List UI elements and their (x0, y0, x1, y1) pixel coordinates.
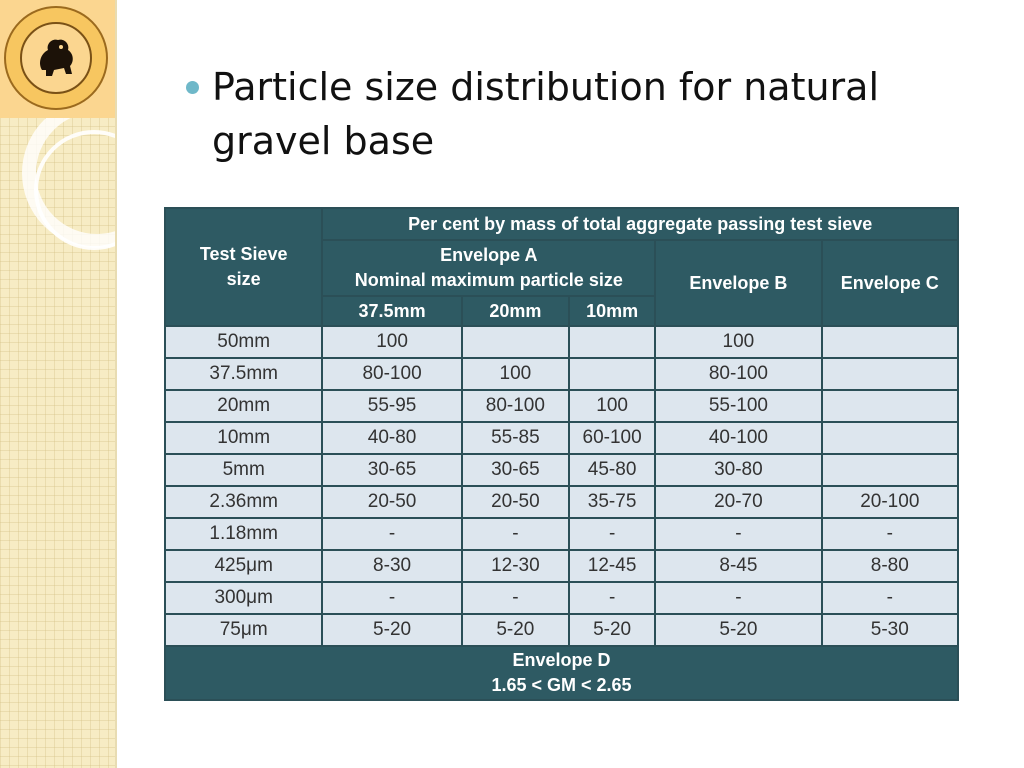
passing-value-cell: 8-45 (654, 549, 823, 583)
passing-value-cell: - (460, 517, 571, 551)
passing-value-cell: 30-65 (460, 453, 571, 487)
passing-value-cell: 20-50 (460, 485, 571, 519)
table-body: 50mm 100 100 37.5mm 80-100 100 80-100 20mm 55-95… (163, 325, 960, 647)
page-title: Particle size distribution for natural g… (212, 65, 880, 163)
logo-container (0, 0, 115, 118)
passing-value-cell: 20-70 (654, 485, 823, 519)
passing-value-cell: 8-80 (820, 549, 960, 583)
passing-value-cell: 5-20 (460, 613, 571, 647)
table-row: 50mm 100 100 (163, 325, 960, 359)
header-envelope-c: Envelope C (820, 239, 960, 327)
passing-value-cell: 5-30 (820, 613, 960, 647)
passing-value-cell: 30-65 (321, 453, 463, 487)
footer-envelope-d: Envelope D 1.65 < GM < 2.65 (164, 645, 959, 701)
sieve-size-cell: 425μm (163, 549, 324, 583)
lion-silhouette-icon (40, 39, 73, 76)
table-row: 425μm 8-30 12-30 12-45 8-45 8-80 (163, 549, 960, 583)
passing-value-cell: 40-80 (321, 421, 463, 455)
sieve-size-cell: 5mm (163, 453, 324, 487)
passing-value-cell: 20-50 (321, 485, 463, 519)
passing-value-cell: 55-95 (321, 389, 463, 423)
passing-value-cell: - (321, 517, 463, 551)
round-bullet-icon (186, 81, 199, 94)
passing-value-cell: 55-85 (460, 421, 571, 455)
table-row: 75μm 5-20 5-20 5-20 5-20 5-30 (163, 613, 960, 647)
sieve-size-cell: 20mm (163, 389, 324, 423)
sieve-size-cell: 50mm (163, 325, 324, 359)
passing-value-cell: 80-100 (460, 389, 571, 423)
sieve-size-cell: 2.36mm (163, 485, 324, 519)
footer-envelope-d-range: 1.65 < GM < 2.65 (491, 675, 632, 695)
passing-value-cell: 45-80 (567, 453, 657, 487)
passing-value-cell: - (567, 517, 657, 551)
passing-value-cell (820, 421, 960, 455)
passing-value-cell: 80-100 (654, 357, 823, 391)
passing-value-cell (820, 453, 960, 487)
passing-value-cell: 5-20 (321, 613, 463, 647)
header-envelope-a-subtitle: Nominal maximum particle size (354, 270, 623, 290)
decorative-side-strip (0, 0, 115, 768)
passing-value-cell: - (460, 581, 571, 615)
passing-value-cell: 5-20 (654, 613, 823, 647)
passing-value-cell: 100 (654, 325, 823, 359)
table-row: 5mm 30-65 30-65 45-80 30-80 (163, 453, 960, 487)
passing-value-cell: 5-20 (567, 613, 657, 647)
passing-value-cell: - (567, 581, 657, 615)
passing-value-cell: - (820, 581, 960, 615)
passing-value-cell: 60-100 (567, 421, 657, 455)
table-row: 37.5mm 80-100 100 80-100 (163, 357, 960, 391)
passing-value-cell (567, 325, 657, 359)
table-header-row: Test Sieve size Per cent by mass of tota… (163, 207, 959, 327)
passing-value-cell (460, 325, 571, 359)
sieve-size-cell: 10mm (163, 421, 324, 455)
passing-value-cell: 100 (567, 389, 657, 423)
header-test-sieve: Test Sieve size (163, 207, 324, 327)
passing-value-cell: 100 (460, 357, 571, 391)
header-envelope-a: Envelope A Nominal maximum particle size (321, 239, 657, 297)
title-block: Particle size distribution for natural g… (186, 60, 1001, 168)
lion-emblem-icon (4, 6, 108, 110)
passing-value-cell: - (654, 581, 823, 615)
lion-emblem-center (20, 22, 92, 94)
table-row: 1.18mm - - - - - (163, 517, 960, 551)
table-row: 10mm 40-80 55-85 60-100 40-100 (163, 421, 960, 455)
passing-value-cell: - (820, 517, 960, 551)
passing-value-cell: - (654, 517, 823, 551)
passing-value-cell: - (321, 581, 463, 615)
passing-value-cell (820, 357, 960, 391)
sieve-size-cell: 1.18mm (163, 517, 324, 551)
passing-value-cell: 12-45 (567, 549, 657, 583)
passing-value-cell: 55-100 (654, 389, 823, 423)
header-test-sieve-label: Test Sieve size (199, 244, 288, 289)
subheader-10mm: 10mm (567, 295, 657, 327)
subheader-20mm: 20mm (460, 295, 571, 327)
table-footer-row: Envelope D 1.65 < GM < 2.65 (164, 645, 959, 701)
passing-value-cell: 40-100 (654, 421, 823, 455)
sieve-size-cell: 75μm (163, 613, 324, 647)
passing-value-cell: 20-100 (820, 485, 960, 519)
passing-value-cell: 8-30 (321, 549, 463, 583)
table-row: 20mm 55-95 80-100 100 55-100 (163, 389, 960, 423)
sieve-size-cell: 37.5mm (163, 357, 324, 391)
passing-value-cell: 100 (321, 325, 463, 359)
passing-value-cell: 12-30 (460, 549, 571, 583)
subheader-37-5mm: 37.5mm (321, 295, 463, 327)
passing-value-cell: 30-80 (654, 453, 823, 487)
passing-value-cell (567, 357, 657, 391)
table-subheader-row: 37.5mm 20mm 10mm (165, 295, 958, 327)
gradation-table: Test Sieve size Per cent by mass of tota… (163, 207, 960, 701)
header-envelope-a-title: Envelope A (440, 245, 538, 265)
passing-value-cell: 35-75 (567, 485, 657, 519)
passing-value-cell (820, 325, 960, 359)
table-header-row: Envelope A Nominal maximum particle size… (165, 239, 960, 327)
strip-divider (115, 0, 117, 768)
header-envelope-b: Envelope B (654, 239, 823, 327)
footer-envelope-d-title: Envelope D (512, 650, 611, 670)
passing-value-cell: 80-100 (321, 357, 463, 391)
header-per-cent: Per cent by mass of total aggregate pass… (321, 207, 959, 241)
table-row: 300μm - - - - - (163, 581, 960, 615)
sieve-size-cell: 300μm (163, 581, 324, 615)
passing-value-cell (820, 389, 960, 423)
table-row: 2.36mm 20-50 20-50 35-75 20-70 20-100 (163, 485, 960, 519)
